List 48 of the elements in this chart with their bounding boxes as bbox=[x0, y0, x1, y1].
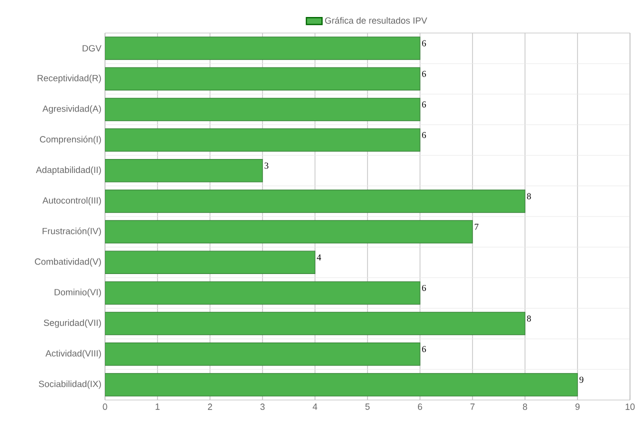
x-tick-label: 9 bbox=[575, 404, 580, 410]
bar bbox=[105, 312, 526, 336]
data-label: 3 bbox=[264, 162, 268, 169]
y-tick-label: Actividad(VIII) bbox=[45, 350, 101, 358]
bar bbox=[105, 281, 420, 305]
bar bbox=[105, 373, 578, 396]
y-tick-label: Frustración(IV) bbox=[42, 228, 101, 236]
y-tick-label: Dominio(VI) bbox=[54, 288, 101, 298]
x-tick-label: 1 bbox=[156, 404, 160, 410]
y-tick-label: DGV bbox=[82, 45, 102, 52]
data-label: 6 bbox=[422, 70, 426, 77]
data-label: 6 bbox=[422, 40, 426, 46]
y-tick-label: Agresividad(A) bbox=[42, 105, 101, 114]
y-tick-label: Receptividad(R) bbox=[38, 74, 101, 84]
bar bbox=[105, 128, 420, 152]
legend-label: Gráfica de resultados IPV bbox=[325, 17, 428, 24]
x-tick-label: 10 bbox=[626, 404, 635, 410]
y-tick-label: Adaptabilidad(II) bbox=[36, 166, 101, 175]
data-label: 8 bbox=[527, 193, 531, 200]
data-label: 4 bbox=[316, 254, 322, 260]
x-tick-label: 5 bbox=[365, 404, 370, 410]
x-tick-label: 0 bbox=[102, 404, 108, 410]
bar bbox=[105, 190, 526, 213]
y-tick-label: Combatividad(V) bbox=[34, 258, 101, 267]
y-tick-label: Comprensión(I) bbox=[40, 136, 101, 144]
bar bbox=[105, 220, 473, 244]
data-label: 7 bbox=[474, 224, 478, 230]
x-tick-label: 6 bbox=[418, 404, 422, 410]
x-tick-label: 3 bbox=[260, 404, 265, 410]
bar bbox=[105, 67, 420, 90]
bar bbox=[105, 159, 263, 182]
x-tick-label: 8 bbox=[522, 404, 528, 410]
y-tick-label: Sociabilidad(IX) bbox=[38, 380, 101, 389]
x-tick-label: 4 bbox=[312, 404, 318, 410]
data-label: 6 bbox=[422, 284, 426, 291]
bar bbox=[105, 250, 316, 274]
x-tick-label: 7 bbox=[470, 404, 475, 410]
y-tick-label: Autocontrol(III) bbox=[42, 197, 101, 206]
x-tick-label: 2 bbox=[208, 404, 212, 410]
data-label: 6 bbox=[422, 346, 426, 352]
data-label: 8 bbox=[527, 316, 531, 322]
data-label: 6 bbox=[422, 132, 426, 138]
bar bbox=[105, 98, 420, 122]
bar bbox=[105, 342, 420, 366]
data-label: 9 bbox=[579, 376, 584, 383]
y-tick-label: Seguridad(VII) bbox=[44, 319, 101, 328]
data-label: 6 bbox=[422, 101, 426, 108]
bar bbox=[105, 36, 420, 60]
